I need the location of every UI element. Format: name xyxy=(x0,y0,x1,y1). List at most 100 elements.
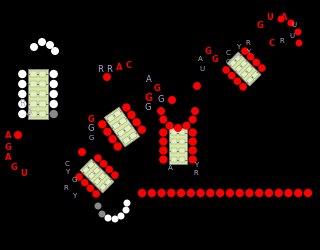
Circle shape xyxy=(187,189,195,198)
Circle shape xyxy=(294,189,302,198)
Polygon shape xyxy=(240,71,248,79)
Text: Y: Y xyxy=(246,49,250,55)
Text: G: G xyxy=(88,124,94,133)
Polygon shape xyxy=(245,66,253,74)
Text: G: G xyxy=(225,59,231,65)
Polygon shape xyxy=(99,184,107,191)
Text: G: G xyxy=(11,163,17,172)
Circle shape xyxy=(132,118,141,127)
Polygon shape xyxy=(30,92,37,98)
Text: U: U xyxy=(289,33,295,39)
Circle shape xyxy=(228,72,236,80)
Circle shape xyxy=(294,30,301,36)
Polygon shape xyxy=(39,102,46,107)
Circle shape xyxy=(295,40,302,47)
Circle shape xyxy=(18,70,27,79)
Polygon shape xyxy=(30,102,37,107)
Circle shape xyxy=(114,143,122,151)
Polygon shape xyxy=(179,148,185,154)
Circle shape xyxy=(252,60,260,67)
Polygon shape xyxy=(122,137,131,145)
Circle shape xyxy=(99,211,106,218)
Circle shape xyxy=(174,124,182,132)
Circle shape xyxy=(165,122,173,130)
Circle shape xyxy=(247,54,254,61)
Circle shape xyxy=(196,189,205,198)
Circle shape xyxy=(239,84,247,91)
Circle shape xyxy=(206,189,214,198)
Text: G: G xyxy=(154,84,160,93)
Circle shape xyxy=(127,111,136,120)
Polygon shape xyxy=(171,130,177,136)
Text: G: G xyxy=(144,93,152,102)
Circle shape xyxy=(234,78,241,86)
Polygon shape xyxy=(107,115,115,123)
Text: G: G xyxy=(71,176,77,182)
Polygon shape xyxy=(80,160,114,193)
Polygon shape xyxy=(30,112,37,117)
Text: R: R xyxy=(106,65,112,74)
Circle shape xyxy=(255,189,263,198)
Polygon shape xyxy=(251,72,259,80)
Circle shape xyxy=(103,74,111,82)
Circle shape xyxy=(188,129,197,137)
Circle shape xyxy=(287,20,294,28)
Circle shape xyxy=(111,216,118,222)
Circle shape xyxy=(94,155,102,162)
Text: U: U xyxy=(20,169,28,178)
Polygon shape xyxy=(99,173,106,180)
Circle shape xyxy=(188,147,197,155)
Text: G: G xyxy=(88,115,94,124)
Circle shape xyxy=(159,156,167,164)
Circle shape xyxy=(236,189,244,198)
Text: G: G xyxy=(204,46,212,55)
Circle shape xyxy=(122,104,131,112)
Circle shape xyxy=(103,128,112,136)
Circle shape xyxy=(46,42,54,50)
Circle shape xyxy=(189,116,197,124)
Polygon shape xyxy=(129,132,137,140)
Text: Y: Y xyxy=(65,168,69,174)
Circle shape xyxy=(177,189,185,198)
Text: G: G xyxy=(212,55,219,64)
Text: R: R xyxy=(280,38,284,44)
Circle shape xyxy=(117,213,124,220)
Circle shape xyxy=(277,16,284,24)
Circle shape xyxy=(168,96,176,104)
Circle shape xyxy=(222,67,230,74)
Circle shape xyxy=(159,138,167,146)
Circle shape xyxy=(304,189,312,198)
Circle shape xyxy=(98,121,107,129)
Text: A: A xyxy=(27,108,33,117)
Polygon shape xyxy=(30,82,37,88)
Circle shape xyxy=(50,90,58,99)
Polygon shape xyxy=(235,66,243,73)
Circle shape xyxy=(188,156,197,164)
Text: R: R xyxy=(194,169,198,175)
Polygon shape xyxy=(30,72,37,78)
Text: R: R xyxy=(97,65,103,74)
Circle shape xyxy=(50,70,58,79)
Circle shape xyxy=(193,83,201,91)
Circle shape xyxy=(92,190,100,198)
Text: Y: Y xyxy=(72,192,76,198)
Circle shape xyxy=(30,44,38,52)
Circle shape xyxy=(94,203,101,210)
Polygon shape xyxy=(88,172,95,180)
Polygon shape xyxy=(104,108,140,147)
Polygon shape xyxy=(179,130,185,136)
Circle shape xyxy=(18,110,27,119)
Circle shape xyxy=(245,189,254,198)
Text: G: G xyxy=(158,95,164,104)
Text: R: R xyxy=(246,40,250,46)
Circle shape xyxy=(50,80,58,89)
Text: A: A xyxy=(5,153,11,162)
Text: A: A xyxy=(168,164,172,170)
Circle shape xyxy=(216,189,224,198)
Circle shape xyxy=(182,122,190,130)
Text: A: A xyxy=(198,56,202,62)
Polygon shape xyxy=(240,60,248,68)
Text: R: R xyxy=(64,184,68,190)
Text: G: G xyxy=(145,103,151,112)
Circle shape xyxy=(138,126,146,134)
